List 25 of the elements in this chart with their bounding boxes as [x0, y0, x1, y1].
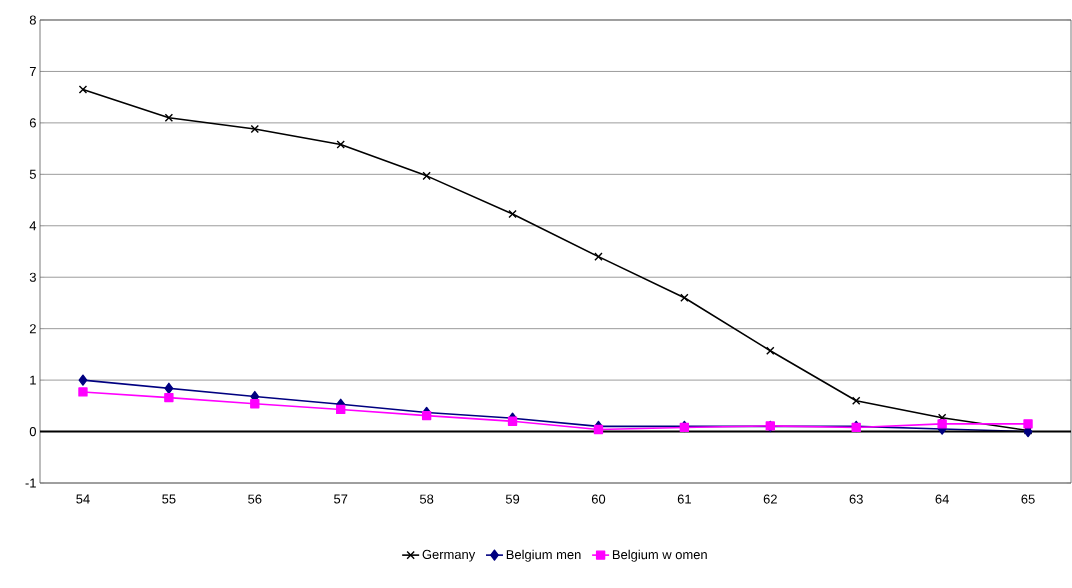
x-tick-label: 58	[419, 494, 434, 504]
x-tick-label: 60	[591, 494, 606, 504]
y-tick-label: 7	[29, 66, 36, 76]
x-tick-label: 55	[162, 494, 176, 504]
x-tick-label: 59	[505, 494, 520, 504]
x-tick-label: 62	[763, 494, 777, 504]
y-tick-label: 0	[29, 426, 36, 437]
y-tick-label: 6	[29, 118, 36, 128]
legend-label: Belgium men	[506, 549, 581, 562]
y-tick-label: 2	[29, 324, 36, 334]
x-tick-label: 61	[677, 494, 691, 504]
x-tick-label: 54	[76, 494, 90, 504]
x-tick-label: 64	[935, 494, 949, 504]
x-tick-label: 56	[248, 494, 262, 504]
y-tick-label: 1	[30, 375, 36, 385]
x-tick-label: 65	[1021, 494, 1035, 504]
legend-label: Belgium w omen	[612, 549, 707, 562]
y-tick-label: 8	[29, 15, 36, 25]
y-tick-label: 4	[29, 221, 37, 231]
legend-label: Germany	[422, 549, 476, 562]
y-tick-label: -1	[25, 478, 36, 488]
x-tick-label: 63	[849, 494, 863, 504]
y-tick-label: 3	[29, 272, 36, 282]
x-tick-label: 57	[334, 494, 348, 504]
y-tick-label: 5	[29, 169, 36, 179]
